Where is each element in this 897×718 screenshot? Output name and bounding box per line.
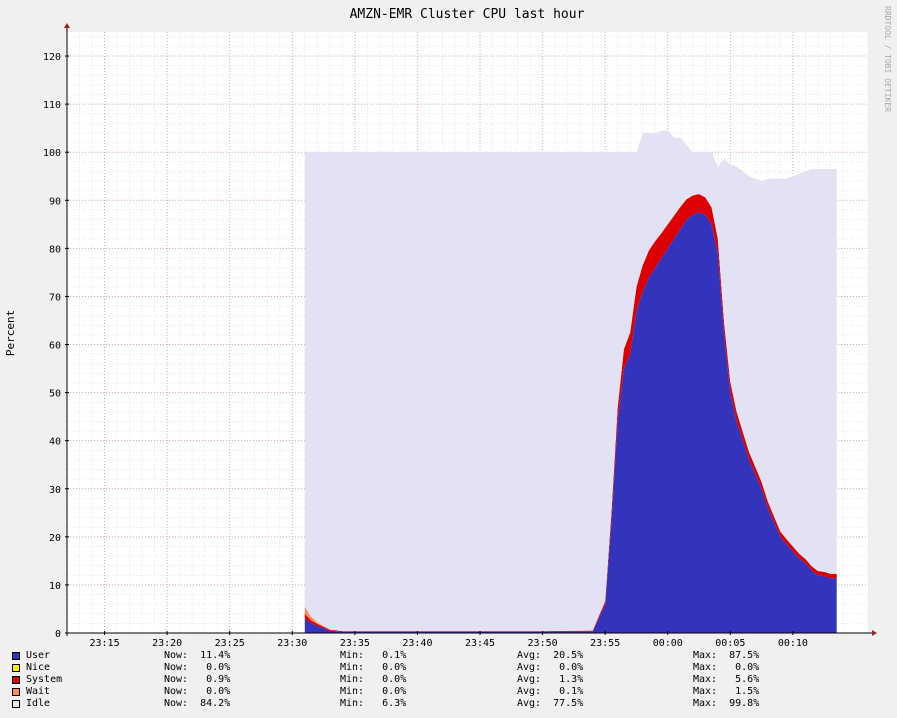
y-tick-label: 60 xyxy=(49,341,61,352)
legend-swatch xyxy=(12,664,20,672)
y-tick-label: 10 xyxy=(49,581,61,592)
legend-avg: Avg: 0.1% xyxy=(517,686,584,697)
legend-avg: Avg: 77.5% xyxy=(517,698,584,709)
y-tick-label: 70 xyxy=(49,292,61,303)
legend-avg: Avg: 20.5% xyxy=(517,650,584,661)
legend-max: Max: 99.8% xyxy=(693,698,760,709)
x-tick-label: 23:45 xyxy=(465,638,495,649)
legend-swatch xyxy=(12,652,20,660)
legend-swatch xyxy=(12,676,20,684)
x-tick-label: 23:35 xyxy=(340,638,370,649)
stacked-areas xyxy=(304,130,837,634)
y-tick-label: 80 xyxy=(49,244,61,255)
legend-max: Max: 0.0% xyxy=(693,662,760,673)
x-tick-label: 23:40 xyxy=(402,638,432,649)
x-tick-label: 23:50 xyxy=(528,638,558,649)
legend-max: Max: 87.5% xyxy=(693,650,760,661)
x-tick-label: 23:55 xyxy=(590,638,620,649)
y-tick-label: 50 xyxy=(49,389,61,400)
legend-avg: Avg: 1.3% xyxy=(517,674,584,685)
legend-label: Wait xyxy=(26,686,51,697)
axes xyxy=(64,23,877,636)
x-axis-arrow xyxy=(872,630,877,636)
area-user xyxy=(304,212,837,634)
legend-label: Idle xyxy=(26,698,51,709)
legend-now: Now: 0.9% xyxy=(164,674,231,685)
y-tick-label: 110 xyxy=(43,100,61,111)
legend-max: Max: 5.6% xyxy=(693,674,760,685)
y-tick-label: 20 xyxy=(49,533,61,544)
legend-row-nice: Nice Now: 0.0% Min: 0.0% Avg: 0.0% Max: 0.0% xyxy=(12,662,882,674)
legend-now: Now: 0.0% xyxy=(164,686,231,697)
y-tick-label: 0 xyxy=(55,629,61,640)
x-tick-label: 23:20 xyxy=(152,638,182,649)
y-axis-label: Percent xyxy=(4,310,17,356)
legend-row-idle: Idle Now: 84.2% Min: 6.3% Avg: 77.5% Max: 99… xyxy=(12,698,882,710)
legend-min: Min: 0.1% xyxy=(340,650,407,661)
legend-row-system: System Now: 0.9% Min: 0.0% Avg: 1.3% Max: 5.… xyxy=(12,674,882,686)
x-tick-label: 23:30 xyxy=(277,638,307,649)
legend-label: System xyxy=(26,674,63,685)
y-tick-label: 100 xyxy=(43,148,61,159)
x-tick-label: 23:25 xyxy=(215,638,245,649)
legend-min: Min: 0.0% xyxy=(340,674,407,685)
legend-label: User xyxy=(26,650,51,661)
y-axis-arrow xyxy=(64,23,70,28)
legend-now: Now: 84.2% xyxy=(164,698,231,709)
area-idle xyxy=(304,130,837,632)
x-tick-label: 00:10 xyxy=(778,638,808,649)
y-tick-label: 40 xyxy=(49,437,61,448)
legend-min: Min: 0.0% xyxy=(340,662,407,673)
chart-title: AMZN-EMR Cluster CPU last hour xyxy=(350,7,585,22)
legend-swatch xyxy=(12,688,20,696)
tick-labels: 0 10 20 30 40 50 60 70 80 90 100 110 120 23:15 23:20 23… xyxy=(43,52,808,649)
legend-min: Min: 6.3% xyxy=(340,698,407,709)
x-tick-label: 00:00 xyxy=(653,638,683,649)
legend-label: Nice xyxy=(26,662,51,673)
y-tick-label: 30 xyxy=(49,485,61,496)
watermark: RRDTOOL / TOBI OETIKER xyxy=(883,6,892,112)
legend-max: Max: 1.5% xyxy=(693,686,760,697)
legend-avg: Avg: 0.0% xyxy=(517,662,584,673)
y-tick-label: 120 xyxy=(43,52,61,63)
x-tick-label: 23:15 xyxy=(89,638,119,649)
legend-row-user: User Now: 11.4% Min: 0.1% Avg: 20.5% Max: 87… xyxy=(12,650,882,662)
legend-now: Now: 0.0% xyxy=(164,662,231,673)
legend-swatch xyxy=(12,700,20,708)
legend-min: Min: 0.0% xyxy=(340,686,407,697)
x-tick-label: 00:05 xyxy=(715,638,745,649)
legend-row-wait: Wait Now: 0.0% Min: 0.0% Avg: 0.1% Max: 1.5% xyxy=(12,686,882,698)
legend-now: Now: 11.4% xyxy=(164,650,231,661)
y-tick-label: 90 xyxy=(49,196,61,207)
legend: User Now: 11.4% Min: 0.1% Avg: 20.5% Max: 87… xyxy=(12,650,882,710)
